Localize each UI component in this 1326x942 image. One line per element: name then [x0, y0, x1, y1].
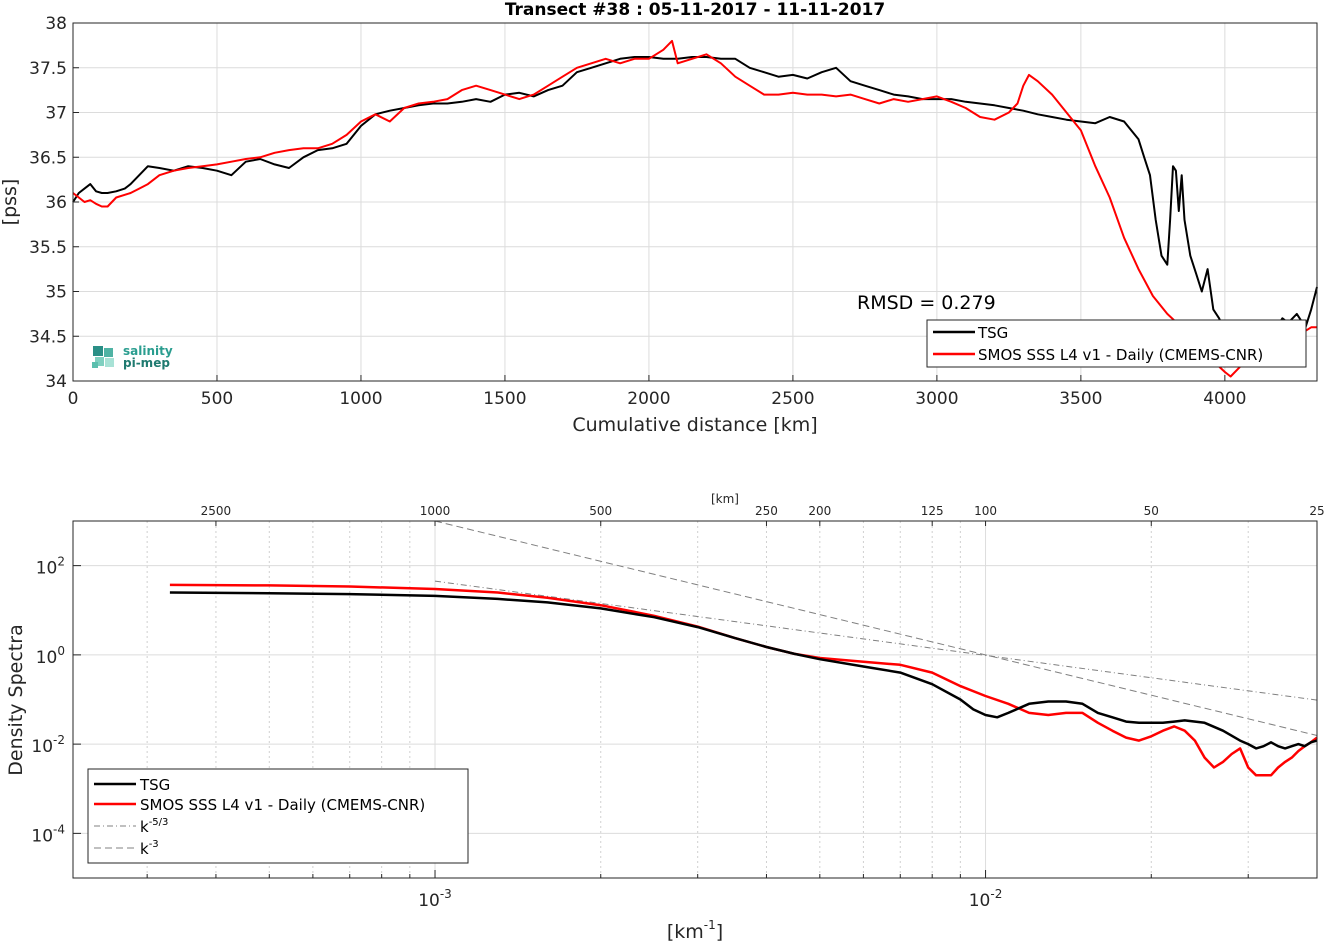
legend-label-k53: k-5/3 — [140, 817, 168, 836]
top-axis-tick-label: 1000 — [420, 504, 451, 518]
legend-bottom: TSG SMOS SSS L4 v1 - Daily (CMEMS-CNR) k… — [87, 768, 469, 864]
x-tick-label: 3500 — [1059, 389, 1102, 409]
x-tick-label: 1500 — [483, 389, 526, 409]
y-tick-label: 35 — [45, 283, 67, 303]
y-tick-label: 38 — [45, 14, 67, 34]
y-tick-label: 100 — [36, 644, 65, 668]
x-tick-label: 4000 — [1203, 389, 1246, 409]
y-axis-label-bottom: Density Spectra — [5, 624, 27, 775]
x-tick-label: 10-3 — [418, 887, 452, 911]
x-tick-label: 10-2 — [969, 887, 1003, 911]
series-line-tsg — [72, 56, 1318, 342]
y-axis-label-top: [pss] — [0, 179, 21, 226]
tick-labels-top: 0 500 1000 1500 2000 2500 3000 3500 4000 34 34.5 35… — [29, 14, 1246, 409]
legend-box-bottom — [87, 768, 469, 864]
y-tick-label: 34.5 — [29, 327, 67, 347]
top-axis-tick-label: 50 — [1144, 504, 1159, 518]
y-tick-label: 10-4 — [31, 822, 65, 846]
x-tick-label: 1000 — [339, 389, 382, 409]
top-axis-tick-label: 25 — [1309, 504, 1324, 518]
y-tick-label: 37 — [45, 104, 67, 124]
grid-top — [73, 23, 1317, 381]
top-axis-tick-label: 100 — [974, 504, 997, 518]
slope-line-k53 — [434, 580, 1318, 701]
legend-label-smos: SMOS SSS L4 v1 - Daily (CMEMS-CNR) — [978, 346, 1263, 364]
x-axis-label-top: Cumulative distance [km] — [572, 414, 817, 436]
legend-label-k3: k-3 — [140, 839, 159, 858]
y-tick-label: 37.5 — [29, 59, 67, 79]
y-tick-label: 10-2 — [31, 733, 65, 757]
legend-box-top — [926, 319, 1307, 368]
top-axis-tick-label: 500 — [589, 504, 612, 518]
logo-mark-icon — [92, 346, 114, 368]
series-group-top — [72, 39, 1318, 378]
density-spectra-plot: 10-3 10-2 10-4 10-2 100 102 2500 1000 500 250 200 1… — [5, 492, 1325, 942]
legend-label-smos-bottom: SMOS SSS L4 v1 - Daily (CMEMS-CNR) — [140, 796, 425, 814]
transect-salinity-plot: Transect #38 : 05-11-2017 - 11-11-2017 0… — [0, 0, 1318, 436]
series-group-bottom — [169, 520, 1318, 777]
x-tick-label: 500 — [201, 389, 233, 409]
legend-label-tsg-bottom: TSG — [139, 776, 170, 794]
slope-line-k3 — [434, 520, 1318, 736]
x-tick-label: 2000 — [627, 389, 670, 409]
top-axis-tick-label: 2500 — [201, 504, 232, 518]
x-tick-label: 2500 — [771, 389, 814, 409]
tick-labels-bottom: 10-3 10-2 10-4 10-2 100 102 2500 1000 500 250 200 1… — [31, 504, 1324, 911]
rmsd-annotation: RMSD = 0.279 — [857, 292, 996, 314]
legend-label-tsg: TSG — [977, 324, 1008, 342]
top-axis-tick-label: 250 — [755, 504, 778, 518]
x-axis-label-bottom: [km-1] — [667, 918, 723, 942]
series-line-smos — [72, 39, 1317, 378]
logo-text-salinity: salinity — [123, 344, 173, 358]
top-axis-label: [km] — [711, 492, 739, 506]
top-axis-tick-label: 200 — [808, 504, 831, 518]
y-tick-label: 35.5 — [29, 238, 67, 258]
y-tick-label: 102 — [36, 555, 65, 579]
plot-title: Transect #38 : 05-11-2017 - 11-11-2017 — [505, 0, 885, 20]
grid-bottom — [73, 521, 1317, 878]
y-tick-label: 36.5 — [29, 148, 67, 168]
plot-frame-bottom — [72, 520, 1318, 879]
top-axis-tick-label: 125 — [921, 504, 944, 518]
series-line-tsg-spectrum — [169, 591, 1318, 750]
x-tick-label: 0 — [68, 389, 79, 409]
logo-text-pi-mep: pi-mep — [123, 356, 170, 370]
y-tick-label: 34 — [45, 372, 67, 392]
legend-top: TSG SMOS SSS L4 v1 - Daily (CMEMS-CNR) — [926, 319, 1307, 368]
y-tick-label: 36 — [45, 193, 67, 213]
salinity-pi-mep-logo: salinity pi-mep — [92, 344, 173, 370]
x-tick-label: 3000 — [915, 389, 958, 409]
